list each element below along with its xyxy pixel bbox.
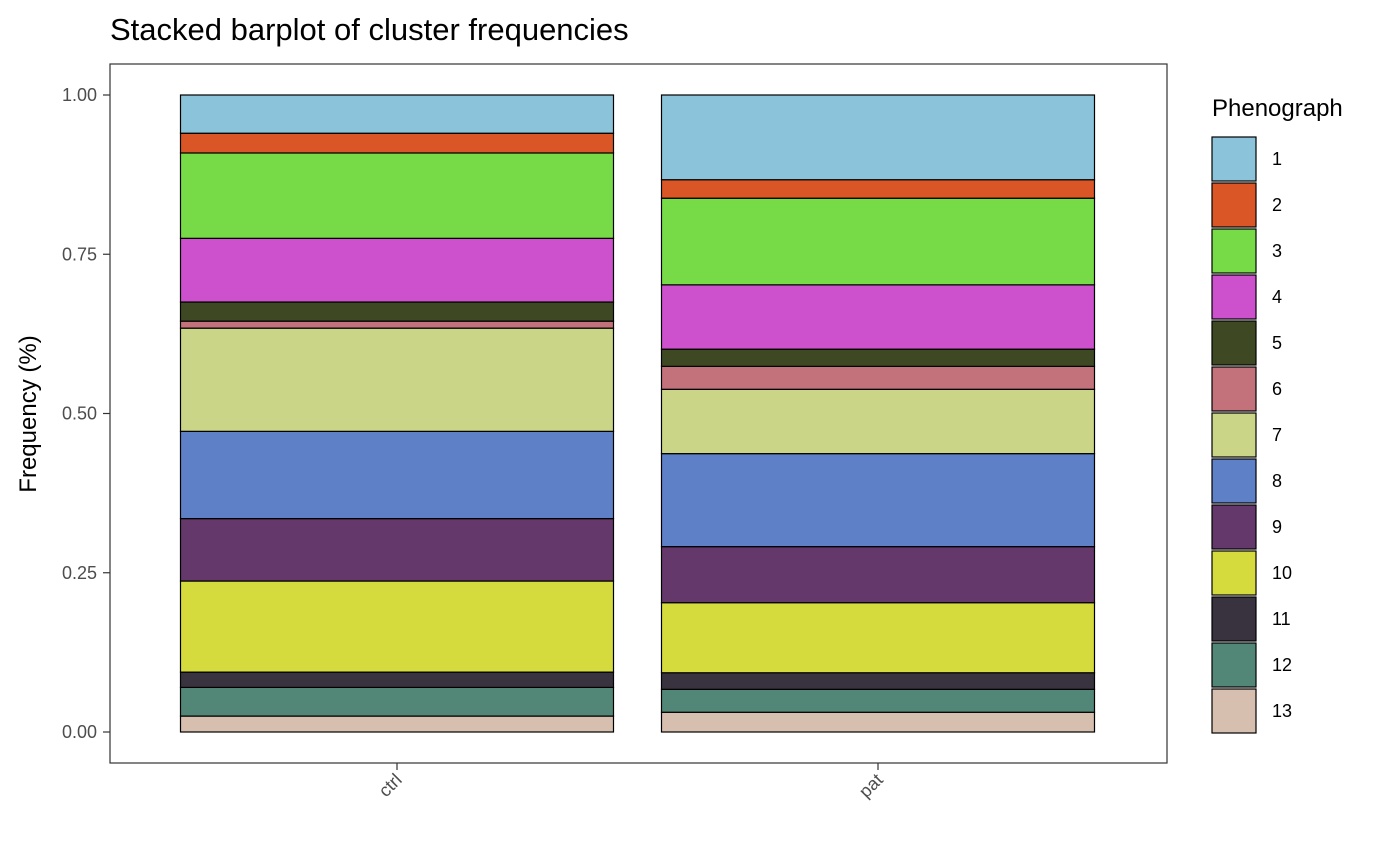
x-axis: ctrl pat — [375, 763, 887, 802]
legend-key-3 — [1211, 228, 1257, 274]
legend-key-12 — [1211, 642, 1257, 688]
bar-segment-pat-9 — [660, 546, 1096, 604]
y-tick-label: 0.75 — [62, 244, 97, 264]
bar-segment-pat-13 — [660, 711, 1096, 733]
y-axis: 0.00 0.25 0.50 0.75 1.00 — [62, 85, 110, 742]
legend-key-7 — [1211, 412, 1257, 458]
legend-key-4 — [1211, 274, 1257, 320]
y-tick-label: 1.00 — [62, 85, 97, 105]
bar-segment-pat-2 — [660, 179, 1096, 199]
legend-label-12: 12 — [1272, 655, 1292, 675]
y-axis-title: Frequency (%) — [15, 335, 42, 492]
legend-key-6 — [1211, 366, 1257, 412]
bar-segment-pat-10 — [660, 602, 1096, 674]
bar-segment-ctrl-4 — [179, 237, 615, 303]
legend-label-3: 3 — [1272, 241, 1282, 261]
legend-label-7: 7 — [1272, 425, 1282, 445]
bar-segment-pat-11 — [660, 672, 1096, 690]
bars-group — [179, 94, 1096, 733]
legend-key-9 — [1211, 504, 1257, 550]
bar-segment-ctrl-9 — [179, 518, 615, 582]
legend-label-6: 6 — [1272, 379, 1282, 399]
legend-label-11: 11 — [1272, 609, 1291, 629]
bar-segment-ctrl-11 — [179, 671, 615, 689]
bar-segment-ctrl-12 — [179, 686, 615, 717]
x-tick-label-ctrl: ctrl — [375, 770, 406, 801]
y-tick-label: 0.00 — [62, 722, 97, 742]
bar-segment-ctrl-8 — [179, 430, 615, 520]
bar-segment-ctrl-6 — [179, 320, 615, 329]
legend-label-4: 4 — [1272, 287, 1282, 307]
legend-key-1 — [1211, 136, 1257, 182]
bar-segment-pat-8 — [660, 453, 1096, 548]
bar-segment-ctrl-1 — [179, 94, 615, 134]
legend-label-9: 9 — [1272, 517, 1282, 537]
bar-segment-pat-1 — [660, 94, 1096, 181]
chart-title: Stacked barplot of cluster frequencies — [110, 12, 629, 47]
bar-segment-pat-7 — [660, 388, 1096, 455]
bar-segment-pat-3 — [660, 197, 1096, 286]
legend-key-8 — [1211, 458, 1257, 504]
bar-segment-ctrl-3 — [179, 152, 615, 239]
x-tick-label-pat: pat — [855, 770, 887, 802]
bar-segment-pat-5 — [660, 348, 1096, 367]
legend-key-13 — [1211, 688, 1257, 734]
bar-segment-ctrl-5 — [179, 301, 615, 322]
legend-key-11 — [1211, 596, 1257, 642]
legend-label-13: 13 — [1272, 701, 1292, 721]
legend-label-1: 1 — [1272, 149, 1282, 169]
legend-label-8: 8 — [1272, 471, 1282, 491]
legend-key-10 — [1211, 550, 1257, 596]
legend-label-2: 2 — [1272, 195, 1282, 215]
legend-key-5 — [1211, 320, 1257, 366]
bar-segment-ctrl-2 — [179, 132, 615, 154]
legend-label-10: 10 — [1272, 563, 1292, 583]
y-tick-label: 0.50 — [62, 404, 97, 424]
bar-segment-ctrl-10 — [179, 580, 615, 673]
bar-segment-pat-4 — [660, 284, 1096, 350]
legend-key-2 — [1211, 182, 1257, 228]
bar-segment-pat-12 — [660, 688, 1096, 713]
legend-title: Phenograph — [1212, 95, 1343, 122]
legend-label-5: 5 — [1272, 333, 1282, 353]
bar-segment-ctrl-7 — [179, 327, 615, 432]
bar-segment-pat-6 — [660, 365, 1096, 390]
y-tick-label: 0.25 — [62, 563, 97, 583]
bar-segment-ctrl-13 — [179, 715, 615, 733]
